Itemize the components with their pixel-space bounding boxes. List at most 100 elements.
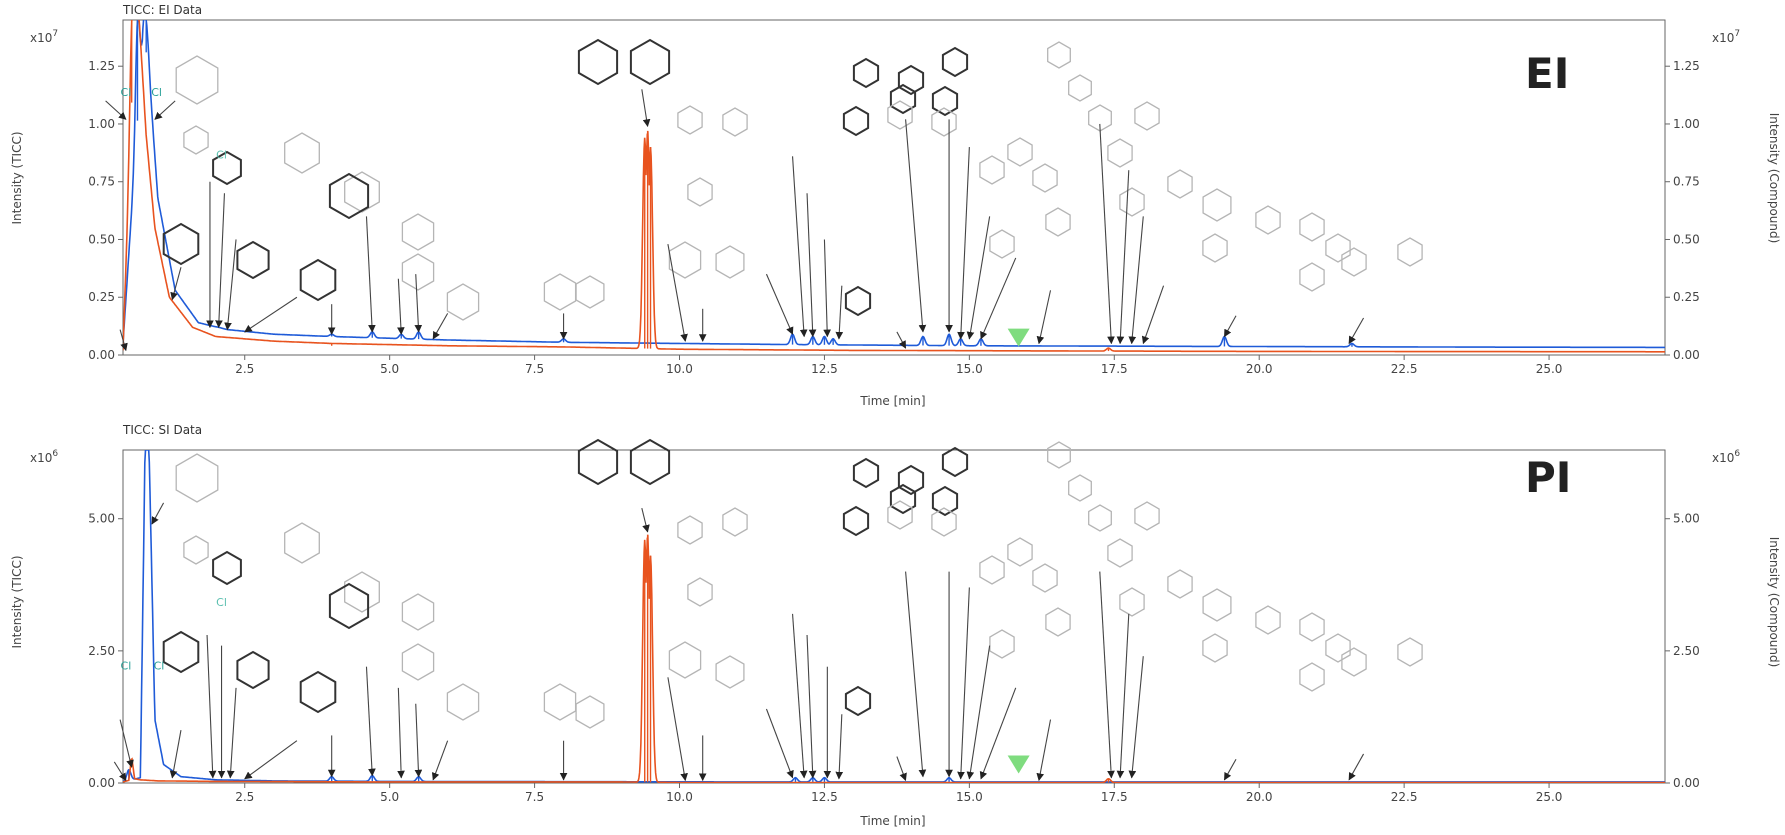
molecule-ring-icon bbox=[852, 457, 880, 489]
x-tick-label: 17.5 bbox=[1101, 790, 1128, 804]
x-tick-label: 12.5 bbox=[811, 362, 838, 376]
annotation-arrow bbox=[765, 273, 794, 335]
molecule-ring-icon bbox=[1032, 563, 1058, 593]
molecule-ring-icon bbox=[897, 64, 925, 96]
chlorine-label: Cl bbox=[151, 86, 162, 99]
x-tick-label: 20.0 bbox=[1246, 362, 1273, 376]
series-line-0 bbox=[123, 450, 1665, 783]
annotation-arrow bbox=[154, 100, 176, 120]
series-line-1 bbox=[123, 20, 1665, 353]
x-tick-label: 5.0 bbox=[380, 362, 399, 376]
annotation-arrow bbox=[979, 687, 1017, 780]
annotation-arrow bbox=[792, 613, 808, 779]
molecule-ring-icon bbox=[1202, 188, 1232, 222]
molecule-ring-icon bbox=[629, 38, 671, 86]
annotation-arrow bbox=[1141, 285, 1165, 345]
annotation-arrow bbox=[966, 645, 991, 780]
molecule-ring-icon bbox=[299, 258, 337, 302]
molecule-ring-icon bbox=[1299, 612, 1325, 642]
x-tick-label: 25.0 bbox=[1536, 790, 1563, 804]
x-tick-label: 17.5 bbox=[1101, 362, 1128, 376]
annotation-arrow bbox=[226, 687, 237, 779]
y-axis-label-right: Intensity (Compound) bbox=[1767, 113, 1781, 244]
annotation-arrow bbox=[792, 156, 808, 338]
molecule-ring-icon bbox=[897, 464, 925, 496]
molecule-ring-icon bbox=[979, 555, 1005, 585]
right-multiplier-exp: 7 bbox=[1734, 29, 1740, 39]
annotation-arrow bbox=[905, 119, 927, 333]
plot-frame bbox=[122, 449, 1666, 784]
molecule-ring-icon bbox=[1341, 247, 1367, 277]
annotation-arrow bbox=[641, 89, 651, 128]
molecule-ring-icon bbox=[931, 507, 957, 537]
y-tick-label-right: 0.00 bbox=[1673, 348, 1700, 362]
molecule-ring-icon bbox=[1088, 504, 1112, 532]
x-axis-label: Time [min] bbox=[859, 814, 925, 828]
molecule-ring-icon bbox=[677, 105, 703, 135]
panel-title-group: TICC: EI Data bbox=[122, 3, 202, 17]
marker-triangle-icon bbox=[1007, 328, 1030, 347]
y-tick-label-right: 0.00 bbox=[1673, 776, 1700, 790]
annotation-arrow bbox=[957, 147, 970, 340]
annotation-arrow bbox=[365, 216, 376, 333]
molecule-ring-icon bbox=[577, 438, 619, 486]
annotation-arrow bbox=[667, 677, 688, 782]
annotation-arrow bbox=[1099, 123, 1115, 345]
left-multiplier-base: x10 bbox=[30, 31, 52, 45]
molecule-ring-icon bbox=[1068, 474, 1092, 502]
molecule-ring-icon bbox=[989, 229, 1015, 259]
annotation-arrow bbox=[667, 244, 688, 342]
molecule-ring-icon bbox=[887, 500, 913, 530]
molecule-ring-icon bbox=[162, 222, 200, 266]
molecule-ring-icon bbox=[1202, 588, 1232, 622]
panel-label-pi: PI bbox=[1525, 453, 1571, 502]
molecule-ring-icon bbox=[1045, 607, 1071, 637]
left-multiplier-exp: 6 bbox=[52, 449, 58, 459]
y-tick-label-left: 0.00 bbox=[88, 776, 115, 790]
molecule-ring-icon bbox=[668, 241, 702, 279]
left-multiplier: x106 bbox=[30, 449, 58, 465]
annotation-arrow bbox=[1128, 656, 1144, 779]
y-tick-label-left: 0.25 bbox=[88, 290, 115, 304]
molecule-ring-icon bbox=[979, 155, 1005, 185]
panel-label-ei: EI bbox=[1525, 49, 1569, 98]
molecule-ring-icon bbox=[1134, 101, 1160, 131]
molecule-ring-icon bbox=[668, 641, 702, 679]
molecule-ring-icon bbox=[842, 505, 870, 537]
molecule-ring-icon bbox=[1032, 163, 1058, 193]
x-tick-label: 2.5 bbox=[235, 790, 254, 804]
annotation-arrow bbox=[823, 239, 831, 338]
molecule-ring-icon bbox=[1167, 169, 1193, 199]
pi-chart: TICC: SI Data 2.5 5.0 7.5 10.0 12.5 15.0 17.5 2… bbox=[10, 423, 1781, 828]
molecule-ring-icon bbox=[1325, 233, 1351, 263]
annotation-arrow bbox=[105, 100, 127, 120]
annotation-arrow bbox=[206, 634, 217, 779]
molecule-ring-icon bbox=[887, 100, 913, 130]
y-tick-label-right: 2.50 bbox=[1673, 644, 1700, 658]
molecule-ring-icon bbox=[844, 685, 872, 717]
x-tick-label: 10.0 bbox=[666, 790, 693, 804]
right-multiplier-base: x10 bbox=[1712, 451, 1734, 465]
molecule-ring-icon bbox=[1299, 262, 1325, 292]
molecule-ring-icon bbox=[401, 253, 435, 291]
annotation-arrow bbox=[397, 278, 405, 335]
annotation-arrow bbox=[432, 313, 449, 340]
right-multiplier: x106 bbox=[1712, 449, 1740, 465]
molecule-ring-icon bbox=[1068, 74, 1092, 102]
x-tick-label: 15.0 bbox=[956, 362, 983, 376]
y-tick-label-right: 0.50 bbox=[1673, 232, 1700, 246]
y-tick-label-left: 0.50 bbox=[88, 232, 115, 246]
annotation-arrow bbox=[806, 193, 817, 338]
molecule-ring-icon bbox=[1202, 633, 1228, 663]
ei-chart-panel: TICC: EI Data 2.5 5.0 7.5 10.0 12.5 15.0 17.5 2… bbox=[0, 0, 1785, 415]
molecule-ring-icon bbox=[401, 213, 435, 251]
x-tick-label: 7.5 bbox=[525, 790, 544, 804]
annotation-arrow bbox=[224, 239, 237, 331]
molecule-ring-icon bbox=[941, 446, 969, 478]
x-tick-label: 22.5 bbox=[1391, 790, 1418, 804]
y-tick-label-right: 0.75 bbox=[1673, 175, 1700, 189]
x-tick-label: 12.5 bbox=[811, 790, 838, 804]
y-tick-label-right: 5.00 bbox=[1673, 512, 1700, 526]
annotation-arrow bbox=[365, 666, 376, 777]
molecule-ring-icon bbox=[328, 172, 370, 220]
